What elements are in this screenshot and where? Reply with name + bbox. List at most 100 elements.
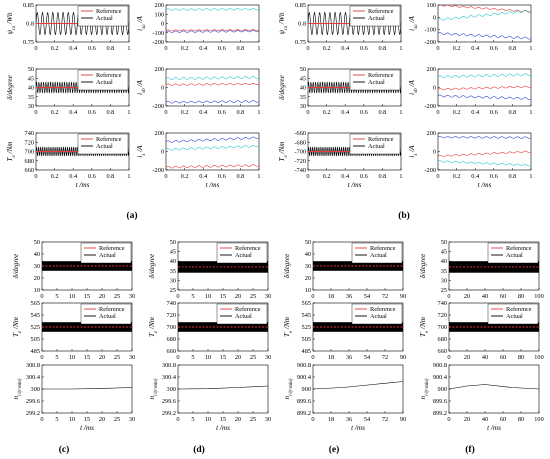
y-tick-label: 30 — [305, 263, 311, 270]
x-tick-label: 100 — [534, 293, 543, 300]
y-tick-label: 300.4 — [26, 374, 41, 381]
x-tick-label: 10 — [69, 354, 75, 361]
x-tick-label: 1 — [127, 173, 130, 180]
x-tick-label: 0.6 — [88, 109, 96, 116]
legend-label: Reference — [368, 136, 394, 143]
y-tick-label: 900.4 — [433, 374, 448, 381]
x-tick-label: 20 — [464, 416, 470, 423]
y-tick-label: 200 — [427, 66, 436, 73]
x-tick-label: 1 — [127, 45, 130, 52]
y-tick-label: 25 — [170, 287, 176, 294]
x-tick-label: 0.4 — [199, 45, 208, 52]
series-line-actual — [42, 322, 132, 332]
y-tick-label: 45 — [441, 249, 447, 256]
series-line-2 — [438, 150, 531, 157]
chart-panel-c2: 485 505 525 545 565 0 5 10 15 20 25 30 ReferenceActu… — [12, 300, 135, 361]
x-tick-label: 20 — [464, 293, 470, 300]
y-tick-label: 0.8 — [298, 21, 306, 28]
x-tick-label: 0.4 — [69, 109, 78, 116]
chart-panel-b1: 0.75 0.8 0.85 0 0.2 0.4 0.6 0.8 1 ReferenceActual… — [278, 2, 403, 52]
x-tick-label: 0.2 — [51, 109, 59, 116]
legend-label: Actual — [370, 313, 387, 320]
series-line-1 — [438, 136, 531, 139]
y-tick-label: 30 — [170, 277, 176, 284]
y-tick-label: 899.6 — [433, 398, 447, 405]
x-tick-label: 0.8 — [106, 45, 114, 52]
plot-area — [313, 381, 403, 390]
figure-caption-0: (a) — [126, 210, 137, 221]
y-tick-label: -100 — [424, 27, 436, 34]
y-axis-label: nr/(r·min) — [419, 378, 430, 399]
y-tick-label: 35 — [170, 268, 176, 275]
x-tick-label: 0.8 — [508, 109, 516, 116]
y-tick-label: 899.2 — [433, 410, 447, 417]
series-line-1 — [178, 385, 268, 390]
plot-area — [178, 322, 268, 332]
x-tick-label: 1 — [257, 173, 260, 180]
x-tick-label: 0.2 — [323, 45, 331, 52]
x-tick-label: 0.4 — [199, 173, 208, 180]
y-tick-label: -700 — [294, 149, 306, 156]
y-tick-label: 740 — [438, 300, 447, 307]
x-tick-label: 0.8 — [236, 45, 244, 52]
x-tick-label: 0.6 — [360, 109, 368, 116]
y-axis-label: δ/degree — [6, 74, 14, 99]
chart-panel-a1: 0.75 0.8 0.85 0 0.2 0.4 0.6 0.8 1 ReferenceActual… — [6, 2, 131, 52]
x-tick-label: 0 — [447, 354, 450, 361]
plot-area — [438, 73, 531, 100]
legend-label: Actual — [235, 313, 252, 320]
y-tick-label: 200 — [155, 2, 164, 9]
legend-label: Reference — [235, 245, 261, 252]
y-tick-label: 0 — [433, 85, 436, 92]
x-tick-label: 10 — [69, 293, 75, 300]
x-tick-label: 0.2 — [453, 45, 461, 52]
x-tick-label: 0.6 — [218, 45, 226, 52]
x-tick-label: 36 — [346, 293, 352, 300]
y-tick-label: 30 — [300, 103, 306, 110]
y-tick-label: 100 — [427, 2, 436, 9]
y-tick-label: 485 — [302, 348, 311, 355]
x-tick-label: 0.8 — [236, 109, 244, 116]
x-tick-label: 72 — [382, 416, 388, 423]
x-axis-label: t /ms — [80, 424, 94, 432]
y-tick-label: -680 — [294, 139, 306, 146]
x-tick-label: 0.2 — [453, 173, 461, 180]
y-tick-label: 0 — [161, 21, 164, 28]
y-tick-label: -200 — [424, 103, 436, 110]
y-tick-label: 680 — [167, 336, 176, 343]
y-axis-label: is /A — [136, 145, 147, 158]
x-tick-label: 0.8 — [378, 109, 386, 116]
x-tick-label: 0.6 — [218, 109, 226, 116]
x-tick-label: 0.6 — [490, 45, 498, 52]
y-tick-label: 50 — [34, 239, 40, 246]
plot-area — [166, 136, 259, 169]
y-tick-label: -660 — [294, 130, 306, 137]
legend-label: Reference — [506, 306, 532, 313]
x-tick-label: 1 — [399, 45, 402, 52]
y-tick-label: 900 — [438, 386, 447, 393]
x-tick-label: 10 — [205, 293, 211, 300]
x-tick-label: 25 — [114, 416, 120, 423]
x-tick-label: 20 — [235, 293, 241, 300]
x-tick-label: 72 — [382, 293, 388, 300]
x-tick-label: 0.6 — [490, 109, 498, 116]
x-tick-label: 25 — [114, 293, 120, 300]
series-line-actual — [449, 261, 539, 273]
y-axis-label: δ/degree — [12, 253, 20, 278]
x-tick-label: 0.8 — [106, 109, 114, 116]
x-tick-label: 20 — [235, 354, 241, 361]
x-tick-label: 20 — [99, 293, 105, 300]
x-tick-label: 25 — [250, 293, 256, 300]
series-line-2 — [166, 82, 259, 86]
x-tick-label: 0 — [306, 109, 309, 116]
x-tick-label: 1 — [529, 109, 532, 116]
series-line-actual — [178, 322, 268, 332]
y-tick-label: 900 — [302, 386, 311, 393]
series-line-2 — [166, 144, 259, 151]
y-tick-label: 40 — [34, 251, 40, 258]
x-tick-label: 72 — [382, 354, 388, 361]
y-tick-label: -200 — [152, 103, 164, 110]
